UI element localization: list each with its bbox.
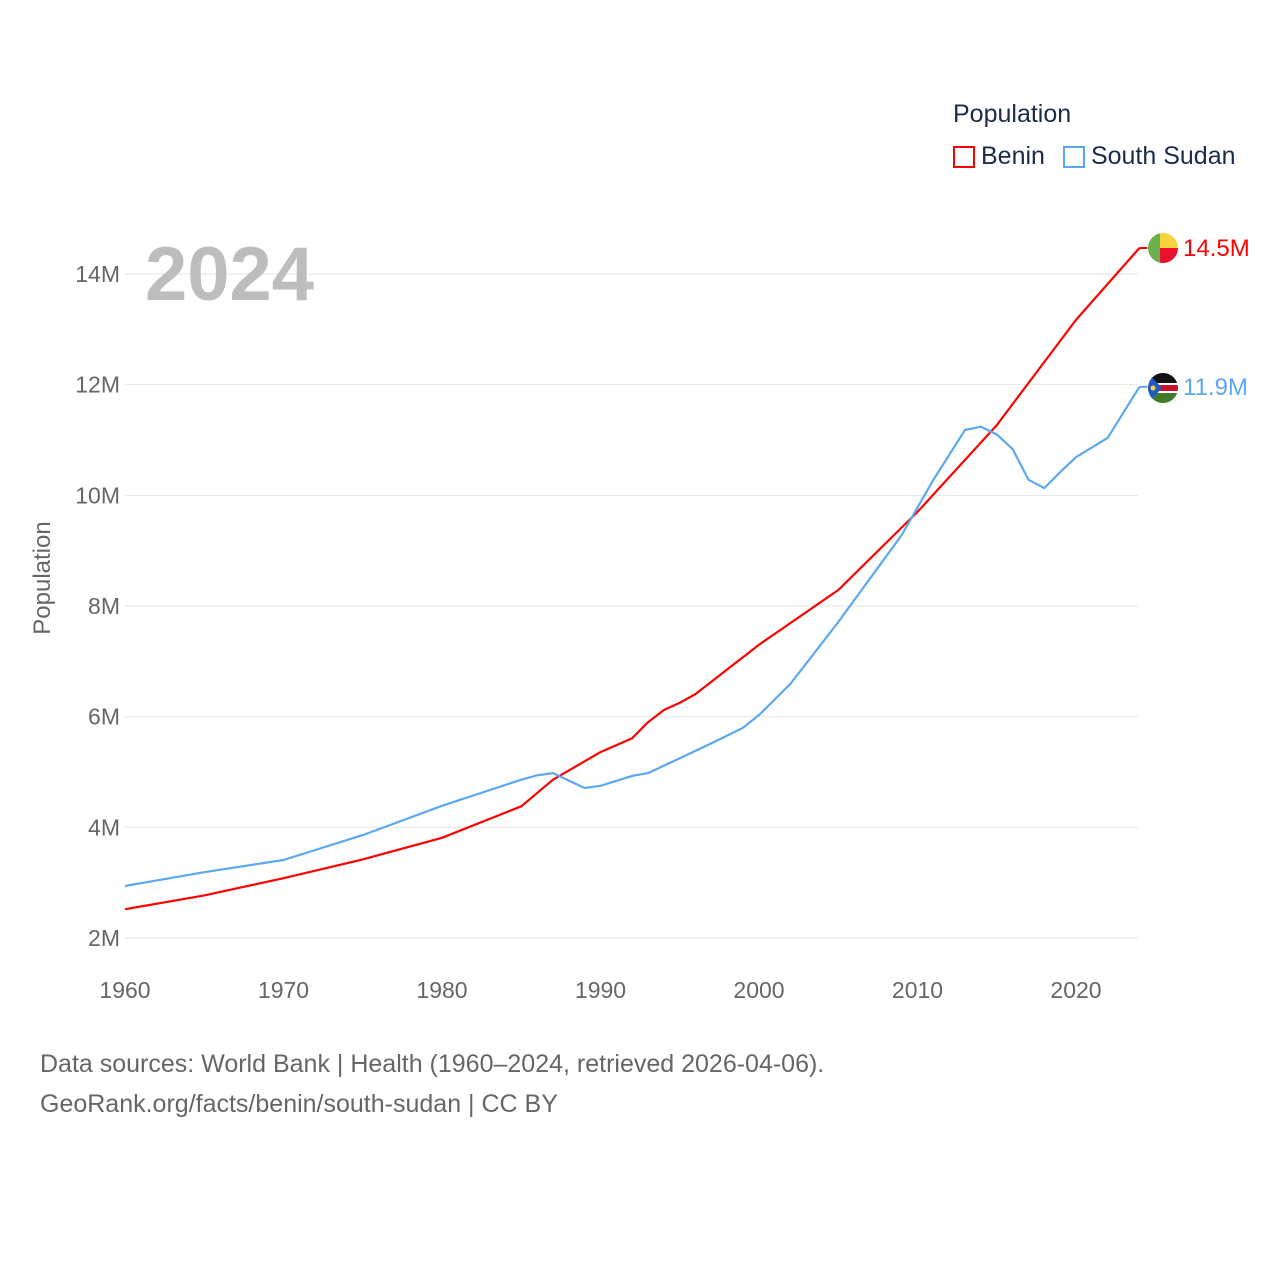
footer: Data sources: World Bank | Health (1960–… [40,1044,824,1124]
y-tick-label: 12M [75,372,120,398]
x-tick-label: 1960 [99,977,150,1003]
y-axis-label: Population [29,521,56,634]
y-tick-label: 14M [75,261,120,287]
end-value-label: 14.5M [1183,235,1250,262]
data-sources: Data sources: World Bank | Health (1960–… [40,1050,825,1078]
legend-item-benin[interactable]: Benin [953,142,1045,171]
south-sudan-flag-icon [1148,373,1178,403]
x-tick-label: 1990 [575,977,626,1003]
x-tick-label: 1970 [258,977,309,1003]
legend-item-south-sudan[interactable]: South Sudan [1062,142,1236,171]
x-tick-label: 2020 [1050,977,1101,1003]
year-label: 2024 [145,232,314,317]
legend-label-south-sudan: South Sudan [1090,142,1236,170]
legend-label-benin: Benin [981,142,1045,170]
benin-flag-icon [1148,233,1178,263]
y-tick-label: 2M [88,925,120,951]
series-line-benin [124,247,1141,911]
legend-swatch-benin [953,145,975,168]
legend-swatch-south-sudan [1062,145,1085,168]
end-value-label: 11.9M [1183,374,1248,401]
y-tick-label: 6M [88,704,120,730]
y-tick-label: 8M [88,593,120,619]
x-tick-label: 2010 [892,977,943,1003]
series-line-south-sudan [124,386,1141,888]
source-link[interactable]: GeoRank.org/facts/benin/south-sudan | CC… [40,1090,558,1118]
legend-title: Population [953,100,1072,128]
x-tick-label: 2000 [733,977,784,1003]
y-tick-label: 10M [75,482,120,508]
legend: Benin South Sudan [953,142,1236,171]
x-tick-label: 1980 [416,977,467,1003]
y-tick-label: 4M [88,814,120,840]
